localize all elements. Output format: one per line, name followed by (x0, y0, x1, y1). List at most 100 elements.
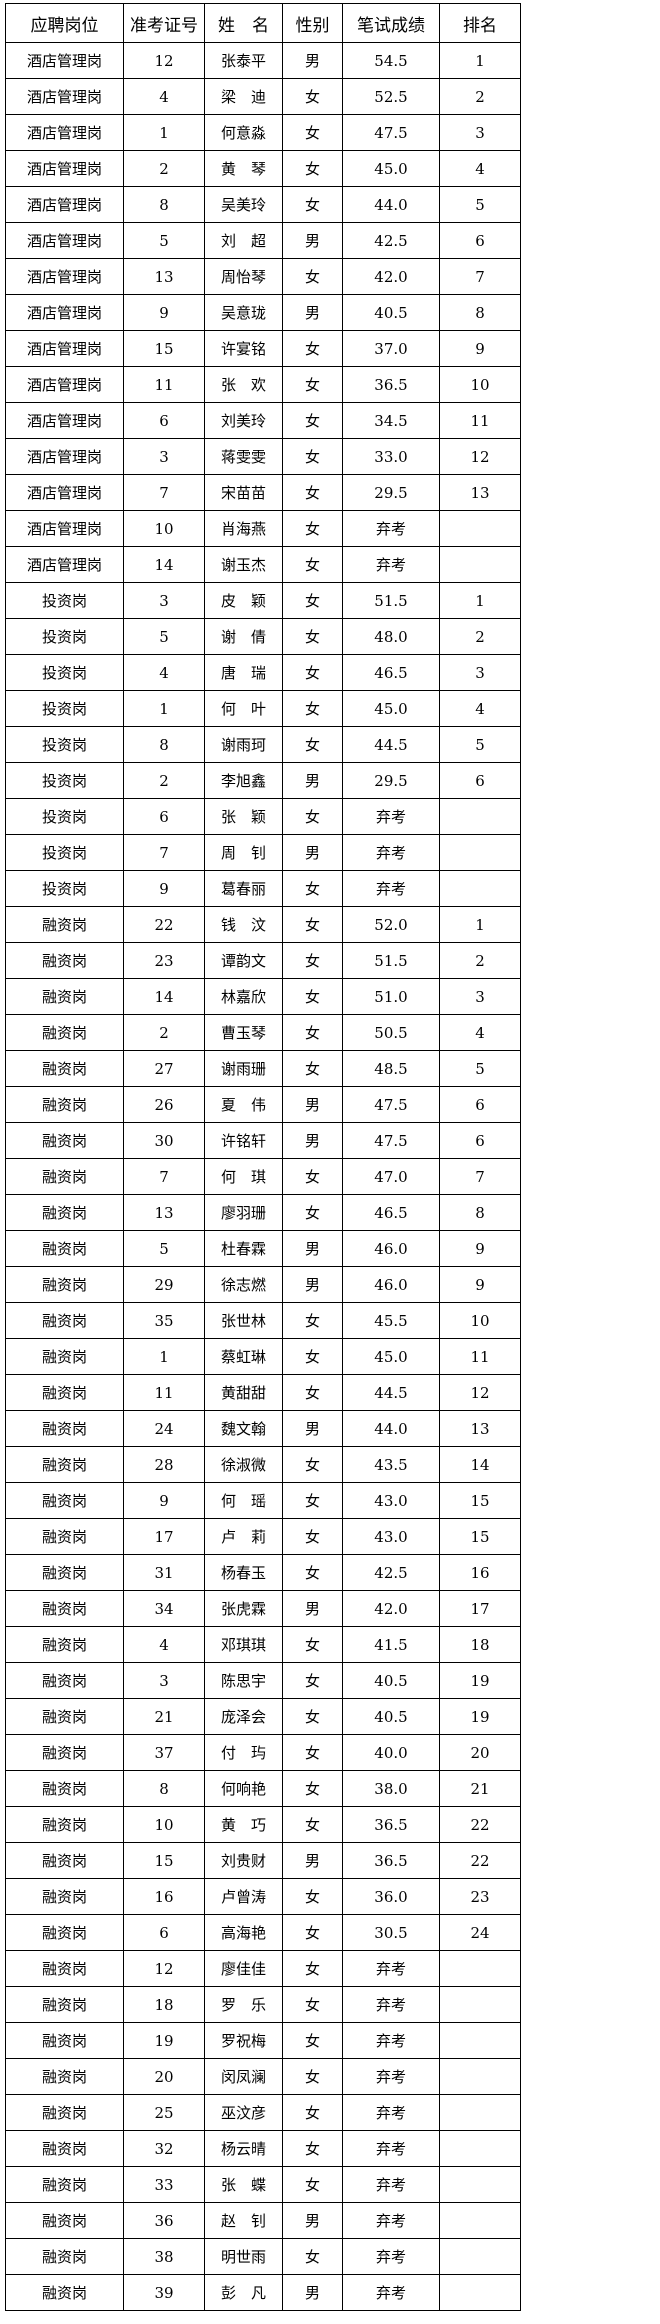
cell-rank: 6 (439, 1122, 521, 1159)
table-row: 融资岗 14 林嘉欣女 51.0 3 (5, 978, 521, 1015)
table-row: 酒店管理岗 6 刘美玲女 34.5 11 (5, 402, 521, 439)
table-row: 融资岗 39 彭 凡男弃考 (5, 2274, 521, 2311)
cell-position: 酒店管理岗 (5, 546, 124, 583)
cell-gender: 女 (282, 1698, 343, 1735)
cell-rank: 4 (439, 150, 521, 187)
cell-position: 酒店管理岗 (5, 150, 124, 187)
cell-position: 酒店管理岗 (5, 402, 124, 439)
cell-name: 谢雨珊 (204, 1050, 283, 1087)
cell-name: 何 琪 (204, 1158, 283, 1195)
table-row: 融资岗 36 赵 钊男弃考 (5, 2202, 521, 2239)
cell-exam-no: 4 (123, 78, 205, 115)
cell-rank (439, 2058, 521, 2095)
table-row: 酒店管理岗 4 梁 迪女 52.5 2 (5, 78, 521, 115)
cell-rank: 3 (439, 114, 521, 151)
cell-score: 弃考 (342, 546, 440, 583)
cell-name: 谢 倩 (204, 618, 283, 655)
cell-score: 弃考 (342, 798, 440, 835)
cell-exam-no: 7 (123, 1158, 205, 1195)
cell-gender: 女 (282, 258, 343, 295)
cell-score: 45.0 (342, 150, 440, 187)
cell-position: 融资岗 (5, 1374, 124, 1411)
cell-gender: 女 (282, 690, 343, 727)
cell-exam-no: 9 (123, 294, 205, 331)
cell-name: 罗祝梅 (204, 2022, 283, 2059)
cell-gender: 女 (282, 546, 343, 583)
table-row: 融资岗 38 明世雨女弃考 (5, 2238, 521, 2275)
cell-score: 54.5 (342, 42, 440, 79)
cell-exam-no: 3 (123, 438, 205, 475)
cell-name: 谢雨珂 (204, 726, 283, 763)
cell-score: 36.5 (342, 1842, 440, 1879)
cell-name: 张泰平 (204, 42, 283, 79)
cell-exam-no: 2 (123, 150, 205, 187)
cell-rank (439, 2238, 521, 2275)
cell-exam-no: 5 (123, 1230, 205, 1267)
cell-score: 47.5 (342, 1122, 440, 1159)
cell-name: 葛春丽 (204, 870, 283, 907)
cell-position: 酒店管理岗 (5, 510, 124, 547)
cell-rank: 6 (439, 222, 521, 259)
cell-exam-no: 27 (123, 1050, 205, 1087)
table-row: 酒店管理岗 1 何意淼女 47.5 3 (5, 114, 521, 151)
cell-position: 融资岗 (5, 2238, 124, 2275)
cell-gender: 女 (282, 1446, 343, 1483)
cell-exam-no: 31 (123, 1554, 205, 1591)
cell-gender: 女 (282, 330, 343, 367)
cell-exam-no: 32 (123, 2130, 205, 2167)
cell-name: 张 欢 (204, 366, 283, 403)
cell-score: 51.5 (342, 582, 440, 619)
cell-rank: 5 (439, 1050, 521, 1087)
cell-exam-no: 4 (123, 1626, 205, 1663)
cell-gender: 男 (282, 1266, 343, 1303)
table-row: 融资岗 22 钱 汶女 52.0 1 (5, 906, 521, 943)
cell-rank: 4 (439, 690, 521, 727)
cell-position: 融资岗 (5, 1950, 124, 1987)
cell-score: 弃考 (342, 834, 440, 871)
cell-score: 52.5 (342, 78, 440, 115)
cell-position: 融资岗 (5, 1482, 124, 1519)
table-row: 融资岗 2 曹玉琴女 50.5 4 (5, 1014, 521, 1051)
cell-exam-no: 6 (123, 798, 205, 835)
cell-rank: 12 (439, 438, 521, 475)
cell-gender: 女 (282, 186, 343, 223)
cell-gender: 女 (282, 1482, 343, 1519)
cell-rank (439, 546, 521, 583)
table-row: 融资岗 9 何 瑶女 43.0 15 (5, 1482, 521, 1519)
cell-name: 梁 迪 (204, 78, 283, 115)
cell-name: 许宴铭 (204, 330, 283, 367)
cell-gender: 女 (282, 1194, 343, 1231)
cell-gender: 男 (282, 1410, 343, 1447)
cell-exam-no: 26 (123, 1086, 205, 1123)
table-row: 融资岗 12 廖佳佳女弃考 (5, 1950, 521, 1987)
cell-position: 酒店管理岗 (5, 474, 124, 511)
cell-rank: 11 (439, 402, 521, 439)
cell-rank: 11 (439, 1338, 521, 1375)
cell-exam-no: 11 (123, 366, 205, 403)
cell-name: 曹玉琴 (204, 1014, 283, 1051)
table-row: 投资岗 7 周 钊男弃考 (5, 834, 521, 871)
cell-position: 融资岗 (5, 2130, 124, 2167)
cell-name: 赵 钊 (204, 2202, 283, 2239)
table-row: 融资岗 11 黄甜甜女 44.5 12 (5, 1374, 521, 1411)
cell-gender: 男 (282, 222, 343, 259)
cell-position: 投资岗 (5, 870, 124, 907)
cell-exam-no: 15 (123, 1842, 205, 1879)
table-row: 酒店管理岗 13 周怡琴女 42.0 7 (5, 258, 521, 295)
cell-position: 融资岗 (5, 906, 124, 943)
cell-exam-no: 8 (123, 726, 205, 763)
table-row: 投资岗 9 葛春丽女弃考 (5, 870, 521, 907)
cell-gender: 女 (282, 1878, 343, 1915)
cell-exam-no: 3 (123, 1662, 205, 1699)
cell-rank: 6 (439, 762, 521, 799)
cell-exam-no: 9 (123, 870, 205, 907)
table-row: 投资岗 2 李旭鑫男 29.5 6 (5, 762, 521, 799)
cell-score: 弃考 (342, 2022, 440, 2059)
cell-gender: 女 (282, 1014, 343, 1051)
table-row: 投资岗 6 张 颖女弃考 (5, 798, 521, 835)
cell-exam-no: 1 (123, 114, 205, 151)
cell-position: 融资岗 (5, 2202, 124, 2239)
table-row: 融资岗 25 巫汶彦女弃考 (5, 2094, 521, 2131)
cell-rank: 12 (439, 1374, 521, 1411)
table-row: 投资岗 4 唐 瑞女 46.5 3 (5, 654, 521, 691)
